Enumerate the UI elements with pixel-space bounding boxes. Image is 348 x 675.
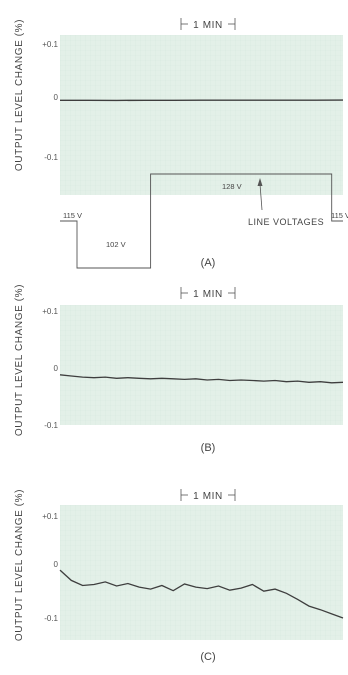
voltage-label-102v: 102 V bbox=[106, 240, 126, 249]
time-scale-marker-a: 1 MIN bbox=[180, 18, 236, 31]
ytick-a-mid: 0 bbox=[54, 93, 59, 102]
ytick-c-top: +0.1 bbox=[42, 512, 58, 521]
grid-lines-c bbox=[60, 505, 343, 640]
line-voltages-annotation: LINE VOLTAGES bbox=[248, 217, 324, 227]
ytick-c-bottom: -0.1 bbox=[44, 614, 58, 623]
chart-panel-a: OUTPUT LEVEL CHANGE (%) +0.1 0 -0.1 1 MI… bbox=[14, 18, 348, 269]
chart-panel-b: OUTPUT LEVEL CHANGE (%) +0.1 0 -0.1 1 MI… bbox=[14, 284, 344, 454]
panel-label-a: (A) bbox=[201, 257, 216, 269]
voltage-label-115v-start: 115 V bbox=[63, 211, 82, 220]
ytick-b-mid: 0 bbox=[54, 364, 59, 373]
time-scale-label-b: 1 MIN bbox=[193, 289, 223, 300]
ytick-a-top: +0.1 bbox=[42, 40, 58, 49]
ylabel-a: OUTPUT LEVEL CHANGE (%) bbox=[14, 19, 25, 171]
series-line-c bbox=[59, 569, 344, 619]
chart-panel-c: OUTPUT LEVEL CHANGE (%) +0.1 0 -0.1 1 MI… bbox=[14, 489, 344, 663]
voltage-label-115v-end: 115 V bbox=[331, 211, 348, 220]
time-scale-marker-c: 1 MIN bbox=[180, 489, 236, 502]
time-scale-label-a: 1 MIN bbox=[193, 20, 223, 31]
ylabel-b: OUTPUT LEVEL CHANGE (%) bbox=[14, 284, 25, 436]
ytick-a-bottom: -0.1 bbox=[44, 153, 58, 162]
series-line-b bbox=[59, 374, 344, 384]
ytick-c-mid: 0 bbox=[54, 560, 59, 569]
ylabel-c: OUTPUT LEVEL CHANGE (%) bbox=[14, 489, 25, 641]
panel-label-c: (C) bbox=[200, 651, 215, 663]
time-scale-label-c: 1 MIN bbox=[193, 491, 223, 502]
time-scale-marker-b: 1 MIN bbox=[180, 287, 236, 300]
grid-lines-a bbox=[60, 35, 343, 195]
voltage-label-128v: 128 V bbox=[222, 182, 242, 191]
grid-lines-b bbox=[60, 305, 343, 425]
panel-label-b: (B) bbox=[201, 442, 216, 454]
line-voltage-steps bbox=[60, 173, 343, 269]
ytick-b-bottom: -0.1 bbox=[44, 421, 58, 430]
line-voltages-arrow bbox=[257, 178, 263, 211]
ytick-b-top: +0.1 bbox=[42, 307, 58, 316]
